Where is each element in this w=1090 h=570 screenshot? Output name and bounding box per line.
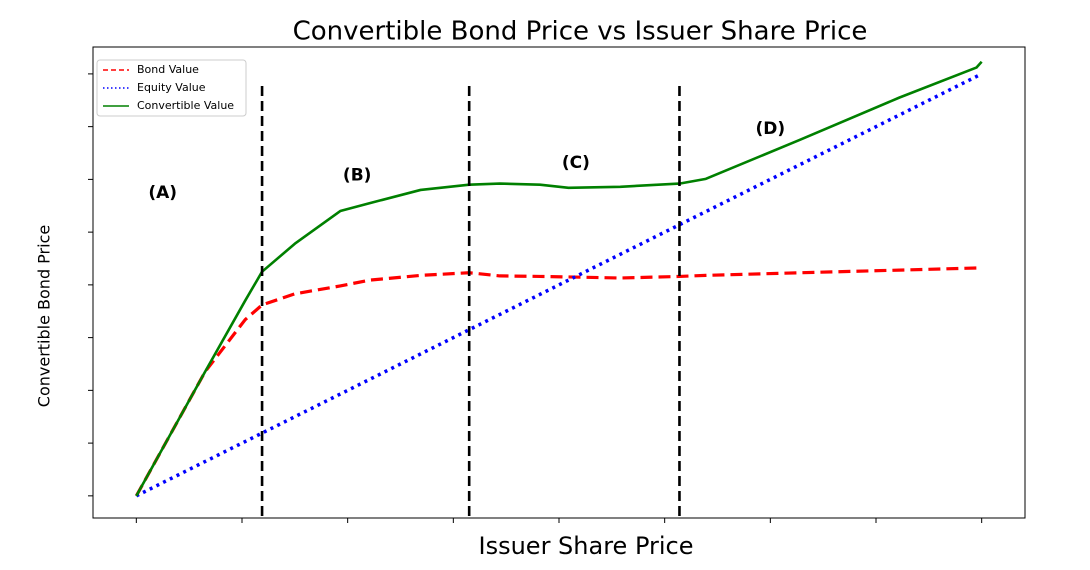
legend-box bbox=[96, 59, 247, 117]
series-line bbox=[135, 72, 983, 498]
series-line bbox=[134, 266, 977, 497]
y-axis-label: Convertible Bond Price bbox=[35, 225, 54, 407]
legend-label: Convertible Value bbox=[137, 99, 234, 112]
x-axis-label: Issuer Share Price bbox=[479, 532, 694, 560]
annotation: (D) bbox=[756, 119, 786, 139]
legend-label: Bond Value bbox=[137, 63, 199, 76]
legend-label: Equity Value bbox=[137, 81, 206, 94]
annotation: (B) bbox=[343, 166, 372, 186]
chart-title: Convertible Bond Price vs Issuer Share P… bbox=[293, 17, 868, 47]
annotation: (A) bbox=[148, 183, 177, 203]
annotation: (C) bbox=[562, 153, 590, 173]
